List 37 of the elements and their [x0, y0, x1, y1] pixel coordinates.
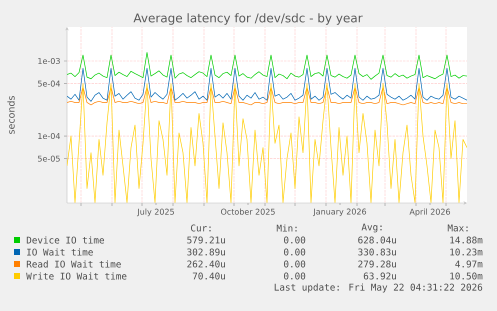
chart-title: Average latency for /dev/sdc - by year — [133, 13, 363, 25]
text: 302.89u — [187, 248, 225, 256]
line-series — [67, 52, 468, 80]
text: 279.28u — [358, 260, 396, 268]
x-tick-label: April 2026 — [409, 208, 450, 216]
x-tick-label: January 2026 — [312, 208, 366, 216]
x-tick-label: October 2025 — [221, 208, 275, 215]
y-tick-label: 5e-05 — [38, 156, 60, 162]
text: Last update: Fri May 22 04:31:22 2026 — [274, 283, 482, 292]
text: 262.40u — [187, 260, 225, 268]
text: 579.21u — [187, 236, 225, 244]
text: 70.40u — [192, 272, 225, 280]
y-axis-title: seconds — [7, 96, 15, 134]
y-tick-label: 5e-04 — [38, 80, 60, 87]
legend-label: Write IO Wait time — [26, 272, 126, 280]
y-tick-label: 1e-04 — [38, 132, 60, 140]
text: Max: — [448, 224, 468, 232]
text: 10.23m — [450, 248, 482, 256]
text: 10.50m — [450, 272, 482, 280]
text: 330.83u — [358, 248, 396, 256]
legend-label: IO Wait time — [27, 248, 93, 256]
legend-label: Device IO time — [26, 236, 104, 244]
text: 4.97m — [455, 260, 482, 268]
text: Min: — [276, 224, 297, 232]
x-tick-label: July 2025 — [136, 208, 174, 216]
text: 0.00 — [284, 248, 306, 256]
text: 628.04u — [358, 236, 396, 244]
text: 0.00 — [284, 236, 306, 244]
text: 63.92u — [364, 272, 396, 280]
text: 0.00 — [284, 260, 306, 268]
text: 14.88m — [450, 236, 482, 244]
legend-label: Read IO Wait time — [26, 260, 121, 268]
text: 0.00 — [284, 272, 306, 280]
y-tick-label: 1e-03 — [38, 58, 60, 64]
line-series — [67, 68, 468, 102]
text: Cur: — [191, 224, 211, 232]
text: Avg: — [362, 224, 382, 232]
